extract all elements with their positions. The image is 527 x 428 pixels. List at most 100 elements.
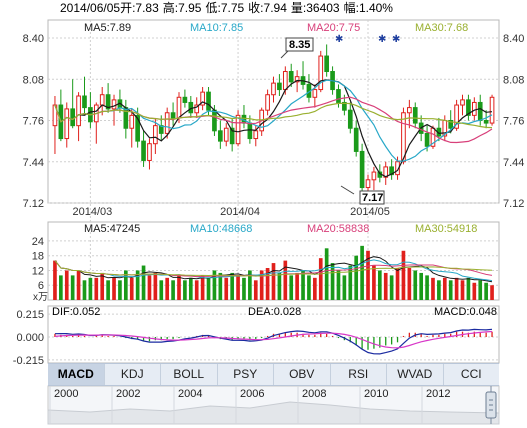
- volume-bar: [259, 270, 264, 300]
- tab-psy[interactable]: PSY: [218, 364, 274, 385]
- price-x-tick: 2014/04: [220, 206, 260, 218]
- candle-body: [347, 109, 353, 129]
- volume-bar: [212, 270, 217, 300]
- volume-bar: [135, 270, 140, 300]
- volume-bar: [64, 270, 69, 300]
- candle-body: [466, 99, 471, 116]
- volume-bar: [59, 275, 63, 300]
- volume-bar: [490, 285, 494, 300]
- volume-bar: [248, 270, 252, 300]
- volume-bar: [372, 265, 376, 300]
- candle-body: [312, 89, 318, 98]
- volume-bar: [454, 277, 459, 300]
- volume-bar: [330, 263, 335, 300]
- candle-body: [135, 114, 140, 142]
- header-high-label: 高:: [163, 0, 178, 15]
- volume-ma10-line: [54, 259, 493, 282]
- macd-legend: DIF:0.052 DEA:0.028 MACD:0.048: [52, 306, 497, 318]
- candle-body: [318, 55, 324, 91]
- volume-bar: [112, 277, 116, 300]
- candle-body: [477, 101, 483, 121]
- timeline-handle[interactable]: [485, 386, 497, 424]
- volume-bar: [354, 255, 359, 300]
- tab-wvad[interactable]: WVAD: [387, 364, 444, 385]
- header-open-label: 开:: [120, 1, 135, 15]
- candle-body: [336, 89, 341, 103]
- header-date: 2014/06/05: [60, 1, 120, 15]
- ma10-line: [54, 79, 493, 162]
- macd-lines: [54, 328, 493, 355]
- price-y-tick-left: 8.08: [23, 74, 44, 86]
- volume-bar: [425, 275, 429, 300]
- price-ma-lines: [54, 79, 493, 178]
- volume-bar: [147, 275, 152, 300]
- macd-y-tick: 0.000: [16, 332, 44, 344]
- tab-macd[interactable]: MACD: [48, 364, 105, 385]
- candle-body: [170, 112, 176, 119]
- volume-bar: [141, 265, 146, 300]
- volume-bar: [100, 272, 105, 300]
- price-y-tick-right: 7.44: [503, 157, 524, 169]
- candle-body: [176, 96, 182, 119]
- volume-bar: [313, 277, 317, 300]
- tab-cci[interactable]: CCI: [460, 367, 482, 381]
- candle-body: [265, 94, 270, 111]
- volume-bar: [419, 272, 423, 300]
- volume-bar: [301, 270, 305, 300]
- timeline-year-label: 2002: [116, 388, 140, 400]
- volume-bar: [218, 272, 223, 300]
- candle-body: [82, 95, 87, 109]
- price-x-axis: 2014/03 2014/04 2014/05: [73, 206, 390, 218]
- price-x-tick: 2014/05: [350, 206, 390, 218]
- candle-body: [247, 122, 253, 140]
- volume-legend-ma20: MA20:58838: [307, 223, 369, 235]
- header-volume-label: 量:: [291, 1, 306, 15]
- header-close: 7.94: [264, 1, 288, 15]
- candle-body: [324, 55, 329, 73]
- volume-ma30-line: [54, 260, 493, 277]
- volume-bar: [206, 277, 211, 300]
- tab-boll[interactable]: BOLL: [161, 364, 218, 385]
- volume-bar: [194, 280, 199, 300]
- candle-body: [407, 107, 412, 114]
- event-marker-icon: ✱: [335, 34, 343, 45]
- volume-bar: [342, 275, 347, 300]
- volume-bar: [336, 270, 341, 300]
- volume-bar: [484, 282, 488, 300]
- volume-bars: [53, 245, 494, 300]
- candle-body: [200, 91, 205, 106]
- tab-rsi[interactable]: RSI: [331, 364, 387, 385]
- volume-bar: [88, 277, 93, 300]
- header-info: 2014/06/05开:7.83 高:7.95 低:7.75 收:7.94 量:3640…: [60, 0, 393, 15]
- volume-bar: [94, 277, 99, 300]
- price-y-tick-right: 8.08: [503, 74, 524, 86]
- candle-body: [294, 76, 300, 83]
- event-markers: ✱ ✱ ✱: [335, 34, 400, 45]
- candle-body: [448, 120, 454, 129]
- volume-bar: [324, 248, 329, 300]
- macd-legend-macd: MACD:0.048: [434, 306, 497, 318]
- price-y-axis: 8.40 8.40 8.08 8.08 7.76 7.76 7.44 7.44 7.12 7.12: [23, 33, 525, 210]
- candle-body: [253, 130, 259, 140]
- volume-bar: [401, 250, 406, 300]
- volume-y-axis: 24 18 12 6: [32, 236, 44, 292]
- timeline-year-label: 2000: [54, 388, 78, 400]
- candle-body: [424, 132, 430, 147]
- candle-body: [111, 99, 117, 110]
- price-y-tick-right: 7.76: [503, 116, 524, 128]
- header-change: 1.40%: [359, 1, 393, 15]
- tab-kdj[interactable]: KDJ: [105, 364, 161, 385]
- tab-obv[interactable]: OBV: [274, 364, 331, 385]
- volume-ma-lines: [54, 256, 493, 283]
- volume-bar: [348, 265, 353, 300]
- candle-body: [229, 127, 235, 145]
- volume-bar: [242, 277, 246, 300]
- candle-body: [64, 108, 70, 140]
- volume-bar: [165, 277, 170, 300]
- dif-line: [54, 328, 493, 355]
- macd-y-tick: -0.215: [13, 355, 44, 367]
- candle-body: [277, 82, 282, 91]
- volume-bar: [460, 280, 465, 300]
- macd-legend-dea: DEA:0.028: [248, 306, 301, 318]
- event-marker-icon: ✱: [392, 34, 400, 45]
